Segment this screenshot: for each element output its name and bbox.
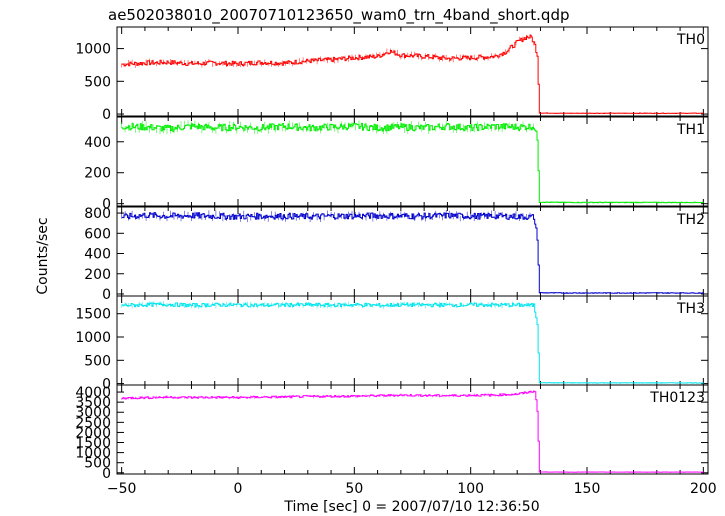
error-bars-th2 xyxy=(121,210,534,223)
y-tick-label: 0 xyxy=(102,466,111,482)
error-bars-th0123 xyxy=(121,390,534,400)
y-tick-label: 2500 xyxy=(75,415,111,431)
chart-title: ae502038010_20070710123650_wam0_trn_4ban… xyxy=(108,6,570,25)
y-tick-label: 400 xyxy=(84,247,111,263)
panel-th2: 0 200 400 600 800 TH2 xyxy=(84,206,709,303)
error-bars-th3 xyxy=(121,301,534,309)
panel-frame xyxy=(116,384,709,475)
panel-th3: 0 500 1000 1500 TH3 xyxy=(75,295,709,393)
x-tick-label: 200 xyxy=(690,481,717,497)
y-tick-label: 400 xyxy=(84,135,111,151)
y-tick-label: 1000 xyxy=(75,330,111,346)
panel-frame xyxy=(116,206,709,297)
y-tick-label: 3500 xyxy=(75,395,111,411)
panel-label-th3: TH3 xyxy=(676,301,705,317)
series-line-th3 xyxy=(121,302,704,384)
x-tick-label: 150 xyxy=(574,481,601,497)
y-tick-label: 200 xyxy=(84,267,111,283)
panel-label-th0123: TH0123 xyxy=(649,390,705,406)
y-tick-label: 1500 xyxy=(75,307,111,323)
y-tick-label: 800 xyxy=(84,206,111,222)
y-tick-label: 500 xyxy=(84,74,111,90)
y-tick-label: 2000 xyxy=(75,425,111,441)
y-tick-label: 0 xyxy=(102,377,111,393)
series-line-th2 xyxy=(121,212,704,294)
error-bars-th0 xyxy=(121,34,534,68)
y-tick-label: 600 xyxy=(84,226,111,242)
y-tick-label: 3000 xyxy=(75,405,111,421)
x-tick-label: 0 xyxy=(234,481,243,497)
y-axis-label: Counts/sec xyxy=(35,217,51,294)
panel-th1: 0 200 400 TH1 xyxy=(84,116,709,213)
panel-frame xyxy=(116,26,709,117)
x-tick-label: 50 xyxy=(345,481,363,497)
panel-frame xyxy=(116,295,709,386)
x-axis: −50 0 50 100 150 200 xyxy=(107,481,717,497)
panel-label-th0: TH0 xyxy=(676,32,705,48)
y-tick-label: 4000 xyxy=(75,385,111,401)
series-line-th0123 xyxy=(121,390,704,473)
y-tick-label: 1500 xyxy=(75,436,111,452)
panel-frame xyxy=(116,116,709,207)
y-tick-label: 1000 xyxy=(75,446,111,462)
y-tick-label: 1000 xyxy=(75,42,111,58)
y-tick-label: 500 xyxy=(84,353,111,369)
panel-th0: 0 500 1000 TH0 xyxy=(75,26,709,123)
series-line-th1 xyxy=(121,122,704,204)
y-tick-label: 0 xyxy=(102,107,111,123)
series-line-th0 xyxy=(121,34,704,114)
x-axis-label: Time [sec] 0 = 2007/07/10 12:36:50 xyxy=(283,499,539,515)
y-tick-label: 200 xyxy=(84,166,111,182)
panel-label-th1: TH1 xyxy=(676,122,705,138)
y-tick-label: 0 xyxy=(102,287,111,303)
x-tick-label: −50 xyxy=(107,481,137,497)
y-tick-label: 0 xyxy=(102,197,111,213)
y-tick-label: 500 xyxy=(84,456,111,472)
panel-label-th2: TH2 xyxy=(676,212,705,228)
error-bars-th1 xyxy=(121,120,534,135)
x-tick-label: 100 xyxy=(457,481,484,497)
